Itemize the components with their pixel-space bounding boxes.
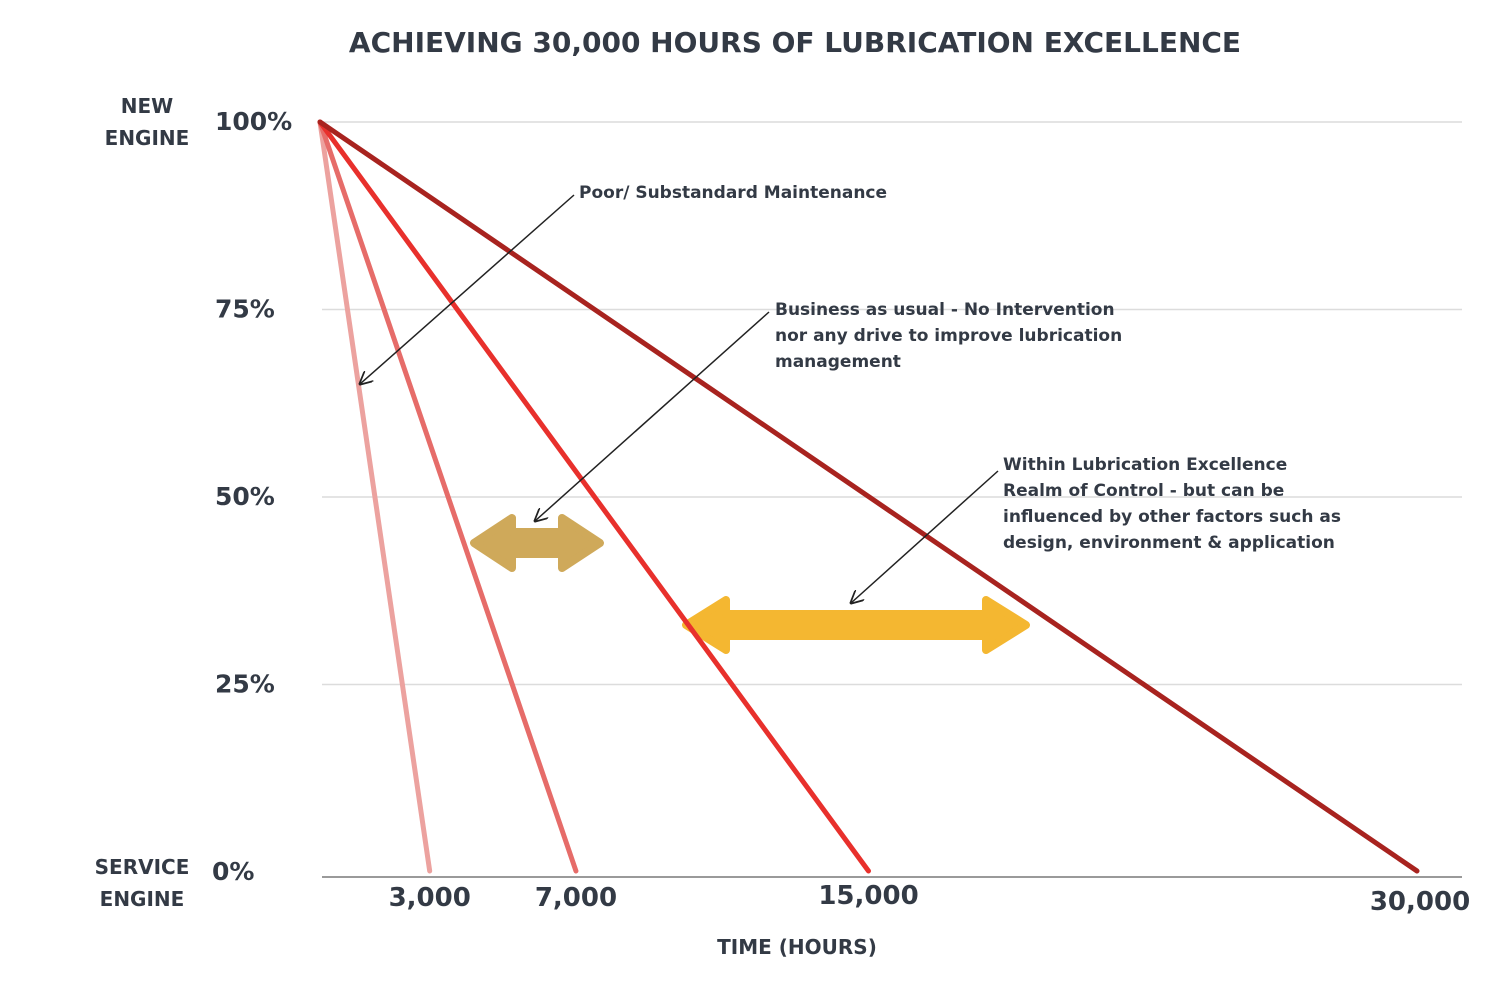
annotation-0-pointer (360, 194, 575, 384)
annotation-1-pointer (535, 311, 770, 521)
y-tick-label-2: 50% (215, 482, 275, 511)
series-line-2 (317, 119, 871, 874)
x-axis-label: TIME (HOURS) (717, 935, 877, 959)
y-top-label-line-2: ENGINE (105, 126, 190, 150)
y-tick-label-4: 0% (212, 857, 254, 886)
range-arrows (470, 514, 1030, 654)
range-arrow-3000-7000 (470, 514, 604, 572)
y-tick-label-0: 100% (215, 107, 292, 136)
grid (322, 121, 1462, 878)
y-top-label: NEW ENGINE (105, 94, 190, 150)
y-bottom-label-line-2: ENGINE (100, 887, 185, 911)
y-tick-label-1: 75% (215, 295, 275, 324)
annotation-1-line-0: Business as usual - No Intervention (775, 300, 1115, 320)
annotation-2-line-3: design, environment & application (1003, 533, 1335, 553)
annotation-2-line-2: influenced by other factors such as (1003, 507, 1341, 527)
y-top-label-line-1: NEW (121, 94, 173, 118)
y-bottom-label-line-1: SERVICE (95, 855, 190, 879)
x-tick-label-3: 30,000 (1370, 887, 1470, 917)
chart-title: ACHIEVING 30,000 HOURS OF LUBRICATION EX… (349, 26, 1241, 59)
x-tick-label-2: 15,000 (818, 881, 918, 911)
annotation-0: Poor/ Substandard Maintenance (360, 183, 887, 384)
series-lines (317, 119, 1420, 874)
annotation-2: Within Lubrication Excellence Realm of Co… (851, 455, 1341, 603)
annotation-2-line-0: Within Lubrication Excellence (1003, 455, 1287, 475)
x-tick-label-0: 3,000 (389, 883, 471, 913)
y-tick-label-3: 25% (215, 670, 275, 699)
annotation-2-pointer (851, 470, 999, 603)
annotation-2-line-1: Realm of Control - but can be (1003, 481, 1284, 501)
annotation-1-line-2: management (775, 352, 901, 372)
series-line-0 (317, 119, 433, 874)
annotation-1: Business as usual - No Intervention nor a… (535, 300, 1122, 521)
series-line-3 (317, 119, 1420, 874)
annotations: Poor/ Substandard Maintenance Business as… (360, 183, 1341, 603)
y-bottom-label: SERVICE ENGINE (95, 855, 190, 911)
annotation-0-line-0: Poor/ Substandard Maintenance (579, 183, 887, 203)
annotation-1-line-1: nor any drive to improve lubrication (775, 326, 1122, 346)
range-arrow-7000-15000 (682, 596, 1030, 654)
x-tick-label-1: 7,000 (535, 883, 617, 913)
series-line-1 (317, 119, 579, 874)
axis-ticks: 100% 75% 50% 25% 0% 3,000 7,000 15,000 30,000 (212, 107, 1470, 917)
